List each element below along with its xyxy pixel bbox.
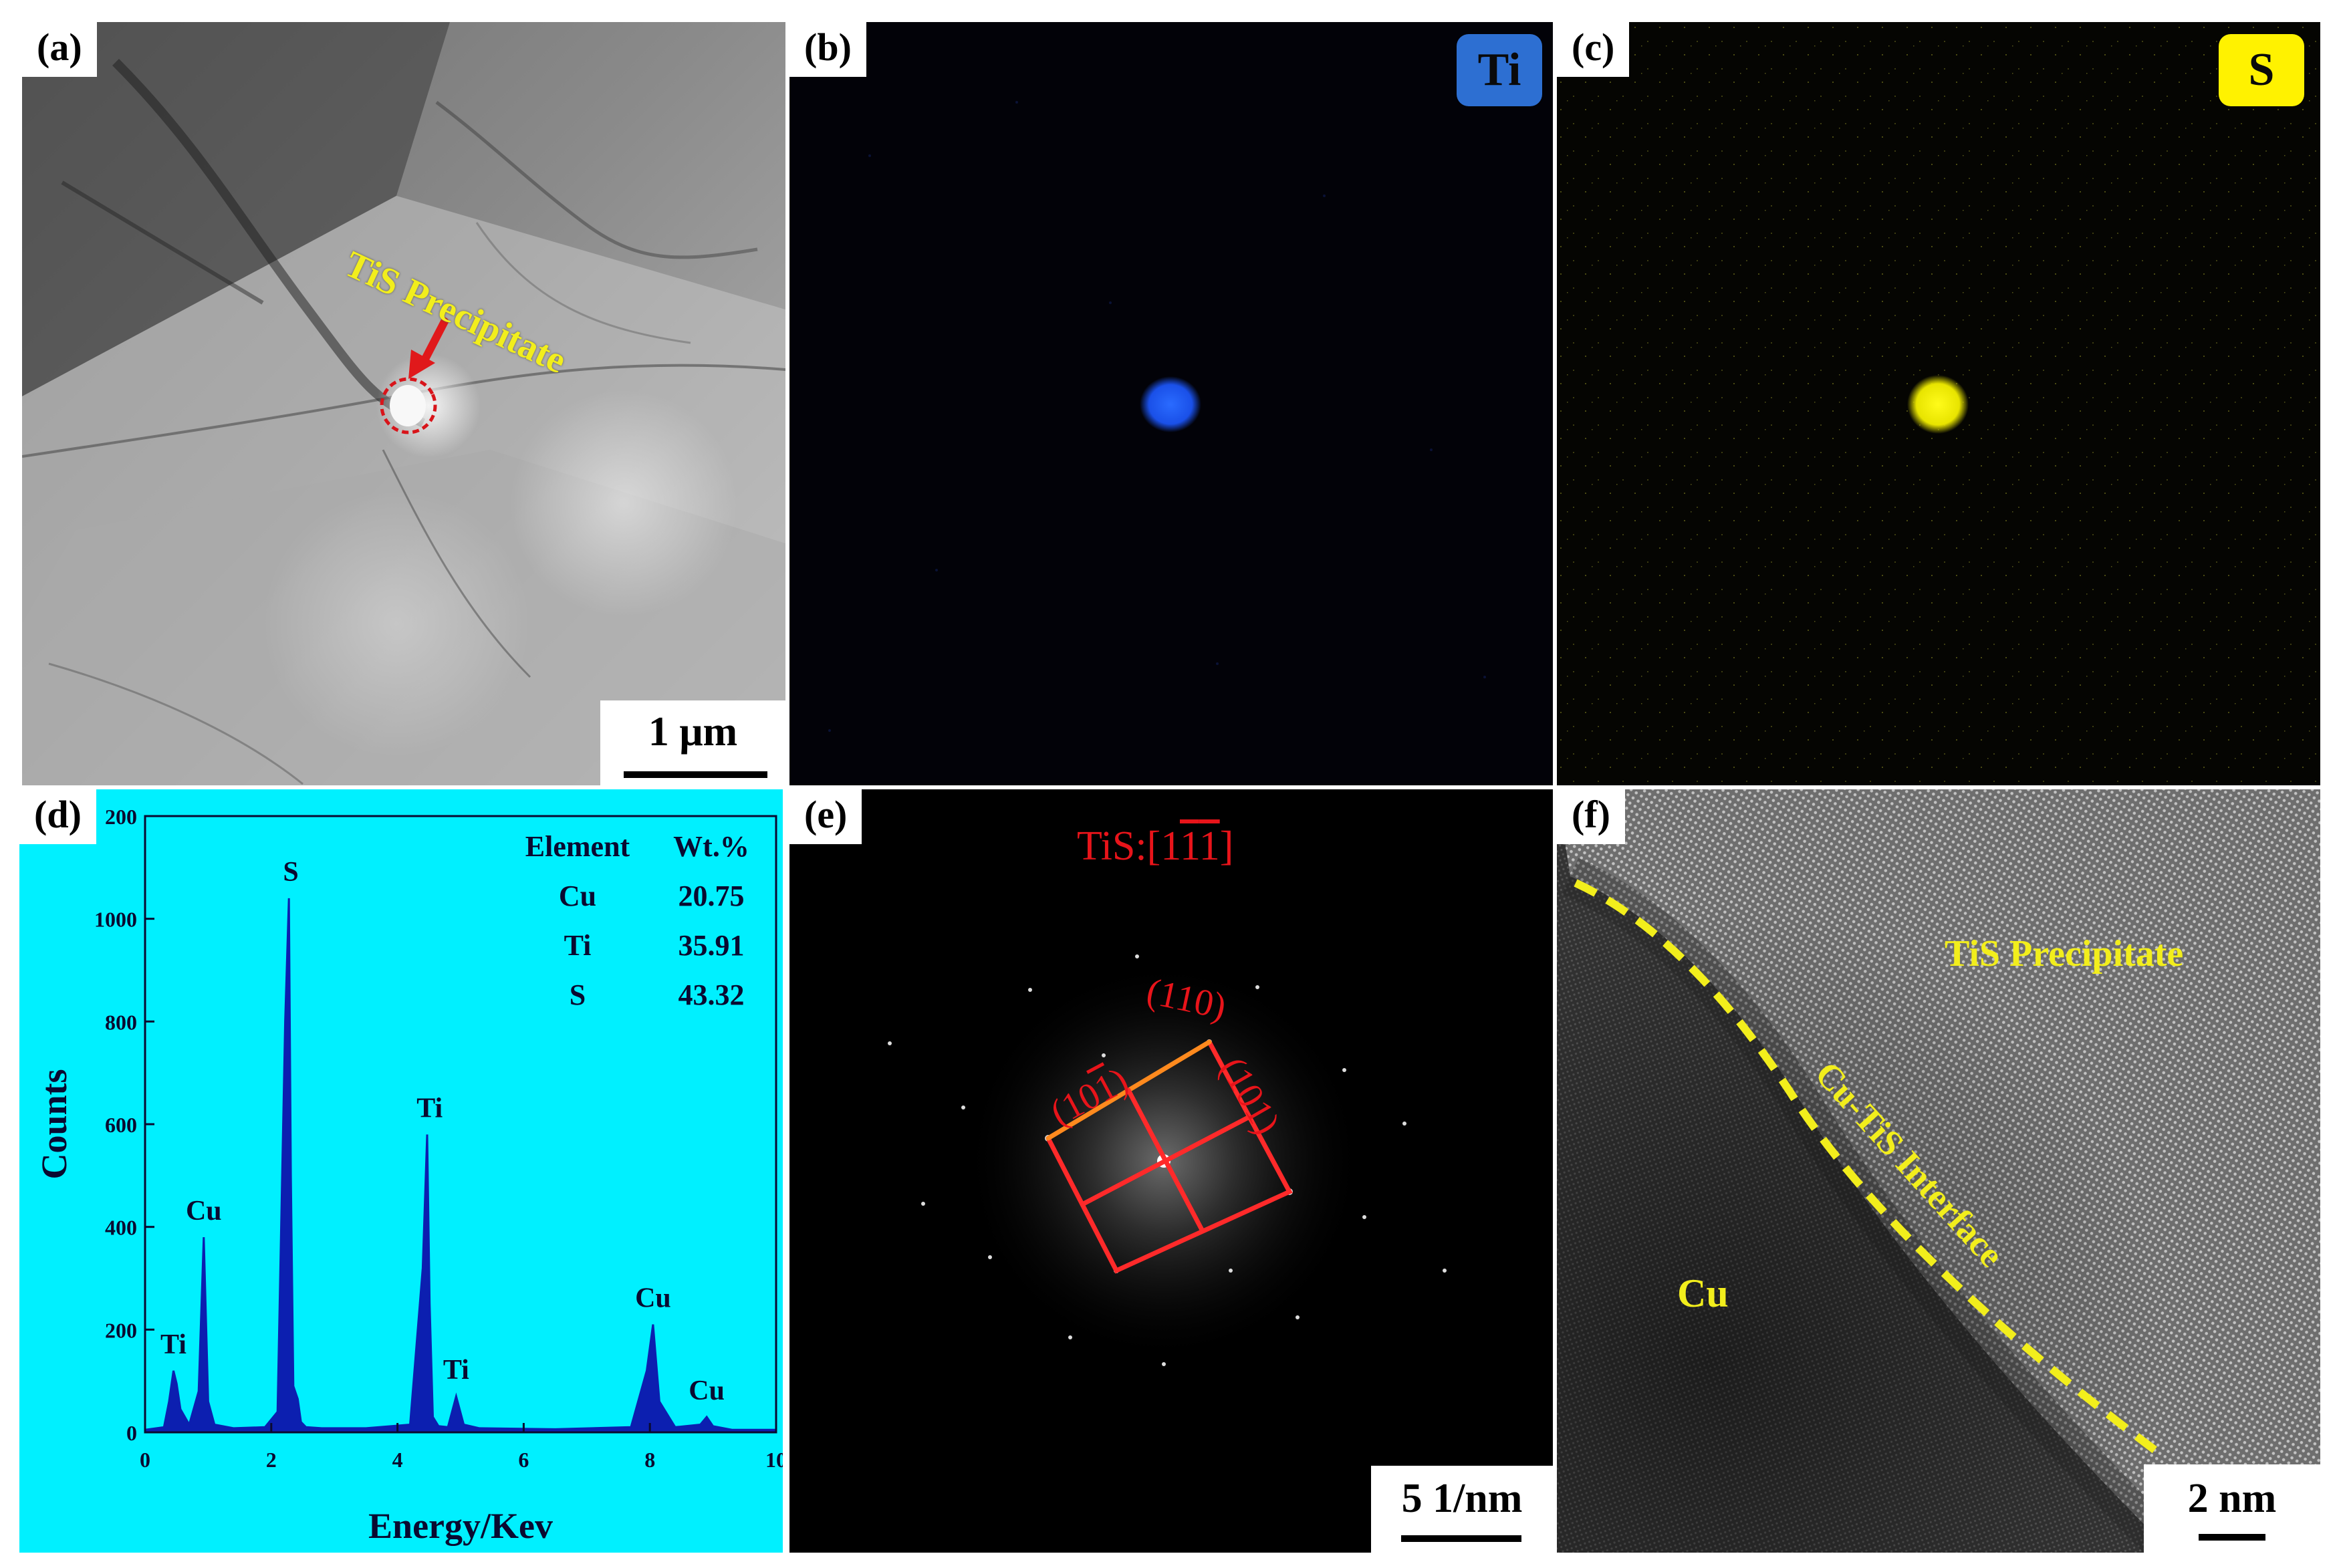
red-arrow-head <box>408 350 435 379</box>
table-row: Cu 20.75 <box>501 879 768 928</box>
zone-axis-digit-bar: 1 <box>1199 823 1220 869</box>
zone-axis-close: ] <box>1219 823 1234 869</box>
scale-bar-line-a <box>624 771 767 778</box>
table-cell-element: S <box>569 978 586 1011</box>
peak-label: Ti <box>443 1355 469 1386</box>
panel-a-tem-image: (a) TiS Precipitate 1 μm <box>22 22 785 785</box>
panel-label-f: (f) <box>1557 789 1625 844</box>
panel-e-fft-pattern: (e) TiS:[111] (110) (101) (101) 5 1/nm <box>789 789 1553 1553</box>
panel-label-b: (b) <box>789 22 866 77</box>
panel-label-e: (e) <box>789 789 862 844</box>
spectrum-line <box>144 898 776 1431</box>
panel-label-c: (c) <box>1557 22 1630 77</box>
scale-bar-label-f: 2 nm <box>2187 1476 2277 1521</box>
y-axis-label: Counts <box>34 1069 74 1179</box>
scale-bar-label-e: 5 1/nm <box>1401 1476 1523 1521</box>
fft-diffraction-pattern <box>789 789 1553 1553</box>
precipitate-outline <box>380 377 437 434</box>
tis-precipitate-label: TiS Precipitate <box>1945 933 2184 974</box>
zone-axis-digit-bar: 1 <box>1179 823 1199 869</box>
x-tick-label: 6 <box>518 1448 529 1472</box>
ti-particle <box>1140 376 1201 432</box>
x-tick-label: 10 <box>765 1448 783 1472</box>
s-element-map <box>1557 22 2320 785</box>
table-cell-value: 20.75 <box>678 880 745 912</box>
red-arrow-shaft <box>419 317 449 367</box>
s-particle <box>1907 375 1969 434</box>
panel-d-eds-spectrum: 0 200 400 600 800 1000 200 0 2 4 6 8 10 Energy/Kev Cou… <box>19 789 783 1553</box>
panel-f-hrtem: (f) TiS Precipitate Cu-TiS Interface Cu … <box>1557 789 2320 1553</box>
x-tick-label: 8 <box>644 1448 655 1472</box>
s-badge: S <box>2219 34 2304 106</box>
table-cell-value: 35.91 <box>678 929 745 962</box>
panel-label-d: (d) <box>19 789 96 844</box>
cu-matrix-label: Cu <box>1677 1271 1729 1315</box>
panel-label-a: (a) <box>22 22 97 77</box>
y-tick-label: 200 <box>105 1318 137 1342</box>
scale-bar-line-f <box>2199 1534 2265 1541</box>
table-header-element: Element <box>525 830 630 863</box>
indexing-lattice <box>1045 1039 1293 1274</box>
interface-dashed-line <box>1574 879 2168 1461</box>
zone-axis-prefix: TiS:[1 <box>1077 823 1180 869</box>
y-tick-label: 1000 <box>94 908 137 932</box>
table-row: S 43.32 <box>501 978 768 1027</box>
x-tick-label: 2 <box>266 1448 277 1472</box>
peak-label: Ti <box>416 1093 443 1124</box>
scale-bar-label-a: 1 μm <box>648 709 738 755</box>
x-tick-label: 4 <box>392 1448 403 1472</box>
x-axis-label: Energy/Kev <box>368 1506 553 1546</box>
peak-label: Cu <box>635 1283 671 1314</box>
composition-table: Element Wt.% Cu 20.75 Ti 35.91 S 43.32 <box>501 829 768 1027</box>
peak-label: S <box>283 857 298 888</box>
table-cell-element: Cu <box>558 880 597 912</box>
y-tick-label: 0 <box>126 1421 137 1445</box>
scale-bar-e: 5 1/nm <box>1371 1466 1553 1553</box>
y-tick-label: 400 <box>105 1216 137 1240</box>
ti-element-map <box>789 22 1553 785</box>
table-cell-element: Ti <box>564 929 592 962</box>
y-tick-label: 200 <box>105 805 137 829</box>
scale-bar-a: 1 μm <box>600 700 785 785</box>
peak-label: Cu <box>689 1376 725 1406</box>
table-header-wt: Wt.% <box>673 830 749 863</box>
zone-axis-label: TiS:[111] <box>1077 823 1233 870</box>
y-tick-label: 800 <box>105 1010 137 1034</box>
table-row: Ti 35.91 <box>501 928 768 978</box>
hrtem-image <box>1557 789 2320 1553</box>
panel-b-ti-map: (b) Ti <box>789 22 1553 785</box>
peak-label: Ti <box>160 1329 187 1360</box>
scale-bar-line-e <box>1401 1535 1521 1542</box>
table-cell-value: 43.32 <box>678 978 745 1011</box>
panel-c-s-map: (c) S <box>1557 22 2320 785</box>
peak-label: Cu <box>186 1196 222 1226</box>
ti-badge: Ti <box>1457 34 1542 106</box>
scale-bar-f: 2 nm <box>2144 1464 2320 1553</box>
y-tick-label: 600 <box>105 1113 137 1137</box>
eds-chart: 0 200 400 600 800 1000 200 0 2 4 6 8 10 Energy/Kev Cou… <box>34 805 783 1546</box>
tem-micrograph <box>22 22 785 785</box>
x-tick-label: 0 <box>140 1448 150 1472</box>
table-header: Element Wt.% <box>501 829 768 879</box>
